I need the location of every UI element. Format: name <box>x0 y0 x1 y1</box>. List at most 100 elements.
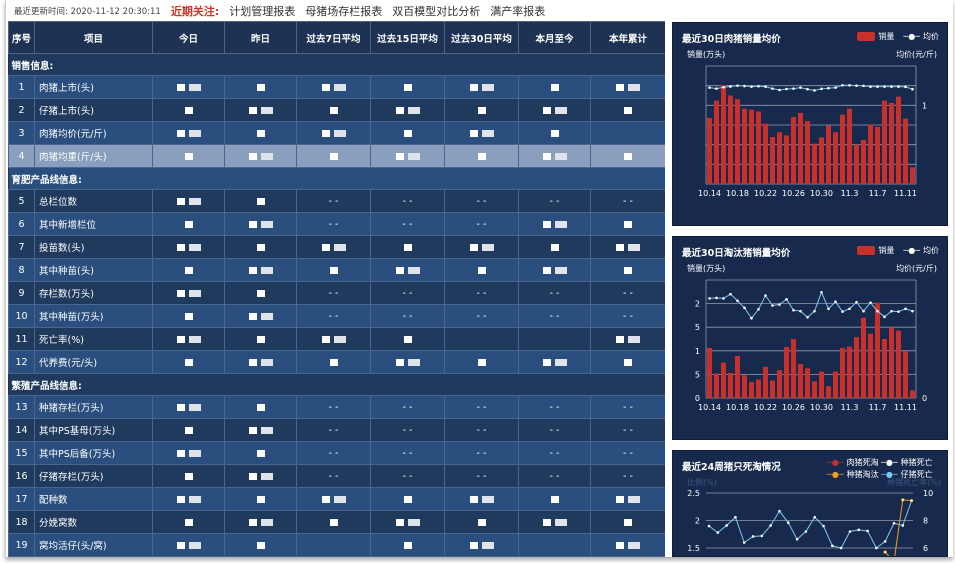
legend-line-swatch: ─●─ <box>903 32 920 41</box>
masked-value <box>329 266 338 274</box>
table-row[interactable]: 16 仔猪存栏(万头) - -- -- -- -- - <box>8 464 665 488</box>
col-item[interactable]: 项目 <box>34 21 153 54</box>
bar <box>784 135 789 184</box>
row-value <box>224 304 297 328</box>
masked-value <box>333 129 346 137</box>
masked-value <box>407 152 420 160</box>
legend-label[interactable]: 均价 <box>923 246 939 255</box>
bar <box>847 108 852 184</box>
price-point <box>750 316 753 320</box>
bar <box>721 85 726 184</box>
bar <box>756 111 761 184</box>
masked-value <box>395 266 404 274</box>
legend-label[interactable]: 仔猪死亡 <box>900 470 933 479</box>
masked-value <box>403 541 412 549</box>
masked-value <box>616 243 624 251</box>
table-row[interactable]: 9 存栏数(万头) - -- -- -- -- - <box>8 281 665 305</box>
row-value <box>370 327 445 351</box>
table-row[interactable]: 11 死亡率(%) <box>8 327 665 351</box>
row-value: - - <box>296 189 371 213</box>
piglet-mortality-point <box>795 537 799 541</box>
row-item: 仔猪上市(头) <box>34 98 153 122</box>
piglet-mortality-point <box>742 541 746 544</box>
price-point <box>792 308 795 312</box>
price-point <box>743 84 746 88</box>
col-15d-avg[interactable]: 过去15日平均 <box>370 21 445 54</box>
chart-panel-mortality: 最近24周猪只死淘情况 ─●─ 肉猪死淘 ─●─ 种猪死亡 ─●─ 种猪淘汰 ─●─ 仔猪死亡比… <box>672 450 948 557</box>
price-point <box>869 301 872 304</box>
table-row[interactable]: 8 其中种苗(头) <box>8 258 665 282</box>
legend-label[interactable]: 均价 <box>923 32 939 41</box>
piglet-mortality-point <box>734 515 737 519</box>
col-7d-avg[interactable]: 过去7日平均 <box>296 21 371 54</box>
row-value: - - <box>444 418 519 442</box>
table-row[interactable]: 5 总栏位数 - -- -- -- -- - <box>8 189 665 213</box>
price-point <box>715 296 718 300</box>
col-30d-avg[interactable]: 过去30日平均 <box>444 21 519 54</box>
table-row[interactable]: 1 肉猪上市(头) <box>8 75 665 99</box>
link-model-comparison[interactable]: 双百模型对比分析 <box>392 5 481 18</box>
row-value <box>370 98 445 122</box>
table-row[interactable]: 2 仔猪上市(头) <box>8 98 665 122</box>
table-row[interactable]: 19 窝均活仔(头/窝) <box>8 533 665 557</box>
table-row[interactable]: 7 投苗数(头) <box>8 235 665 259</box>
masked-value <box>481 243 494 251</box>
update-time: 最近更新时间: 2020-11-12 20:30:11 <box>14 7 161 17</box>
bar <box>833 371 838 398</box>
col-mtd[interactable]: 本月至今 <box>518 21 591 54</box>
bar <box>896 96 901 184</box>
price-point <box>736 84 739 87</box>
x-tick-label: 10.14 <box>698 189 721 198</box>
masked-value <box>542 152 551 160</box>
price-point <box>862 309 865 313</box>
legend-label[interactable]: 销量 <box>878 246 895 255</box>
masked-value <box>329 152 338 160</box>
table-row[interactable]: 15 其中PS后备(万头) - -- -- -- -- - <box>8 441 665 465</box>
price-point <box>764 85 767 88</box>
row-value <box>152 533 225 557</box>
masked-value <box>184 152 193 160</box>
legend-label[interactable]: 种猪死亡 <box>900 458 933 467</box>
table-row[interactable]: 13 种猪存栏(万头) - -- -- -- -- - <box>8 395 665 419</box>
table-row[interactable]: 18 分娩窝数 <box>8 510 665 534</box>
row-value <box>444 235 519 259</box>
legend-label[interactable]: 销量 <box>878 32 895 41</box>
row-value: - - <box>518 189 591 213</box>
col-today[interactable]: 今日 <box>152 21 225 54</box>
row-value <box>152 98 225 122</box>
row-value: - - <box>370 304 445 328</box>
masked-value <box>407 266 420 274</box>
legend-label[interactable]: 肉猪死淘 <box>846 458 879 467</box>
col-ytd[interactable]: 本年累计 <box>590 21 665 54</box>
table-row[interactable]: 6 其中新增栏位 - -- -- - <box>8 212 665 236</box>
link-sow-inventory-report[interactable]: 母猪场存栏报表 <box>305 5 383 18</box>
bar <box>756 379 761 398</box>
link-plan-report[interactable]: 计划管理报表 <box>229 5 296 18</box>
row-item: 配种数 <box>34 487 153 511</box>
row-item: 其中PS后备(万头) <box>34 441 153 465</box>
piglet-mortality-point <box>716 531 720 534</box>
masked-value <box>628 541 640 549</box>
table-row[interactable]: 17 配种数 <box>8 487 665 511</box>
x-tick-label: 10.18 <box>726 189 749 198</box>
table-row[interactable]: 14 其中PS基母(万头) - -- -- -- -- - <box>8 418 665 442</box>
col-no[interactable]: 序号 <box>8 21 35 54</box>
piglet-mortality-point <box>778 509 781 513</box>
table-row[interactable]: 3 肉猪均价(元/斤) <box>8 121 665 145</box>
kpi-table-container: 序号 项目 今日 昨日 过去7日平均 过去15日平均 过去30日平均 本月至今 … <box>8 21 665 557</box>
table-row[interactable]: 4 肉猪均重(斤/头) <box>8 144 665 168</box>
col-yesterday[interactable]: 昨日 <box>224 21 297 54</box>
table-row[interactable]: 12 代养费(元/头) <box>8 350 665 374</box>
table-row[interactable]: 10 其中种苗(万头) - -- -- -- -- - <box>8 304 665 328</box>
row-item: 分娩窝数 <box>34 510 153 534</box>
legend-swatch: ─●─ <box>827 458 844 467</box>
masked-value <box>248 312 257 320</box>
piglet-mortality-point <box>848 530 852 533</box>
piglet-mortality-point <box>725 524 728 527</box>
link-capacity-report[interactable]: 满产率报表 <box>490 5 546 18</box>
row-item: 死亡率(%) <box>34 327 153 351</box>
legend-label[interactable]: 种猪淘汰 <box>846 470 879 479</box>
kpi-table: 序号 项目 今日 昨日 过去7日平均 过去15日平均 过去30日平均 本月至今 … <box>8 21 665 557</box>
masked-value <box>176 197 185 205</box>
price-point <box>827 307 830 311</box>
